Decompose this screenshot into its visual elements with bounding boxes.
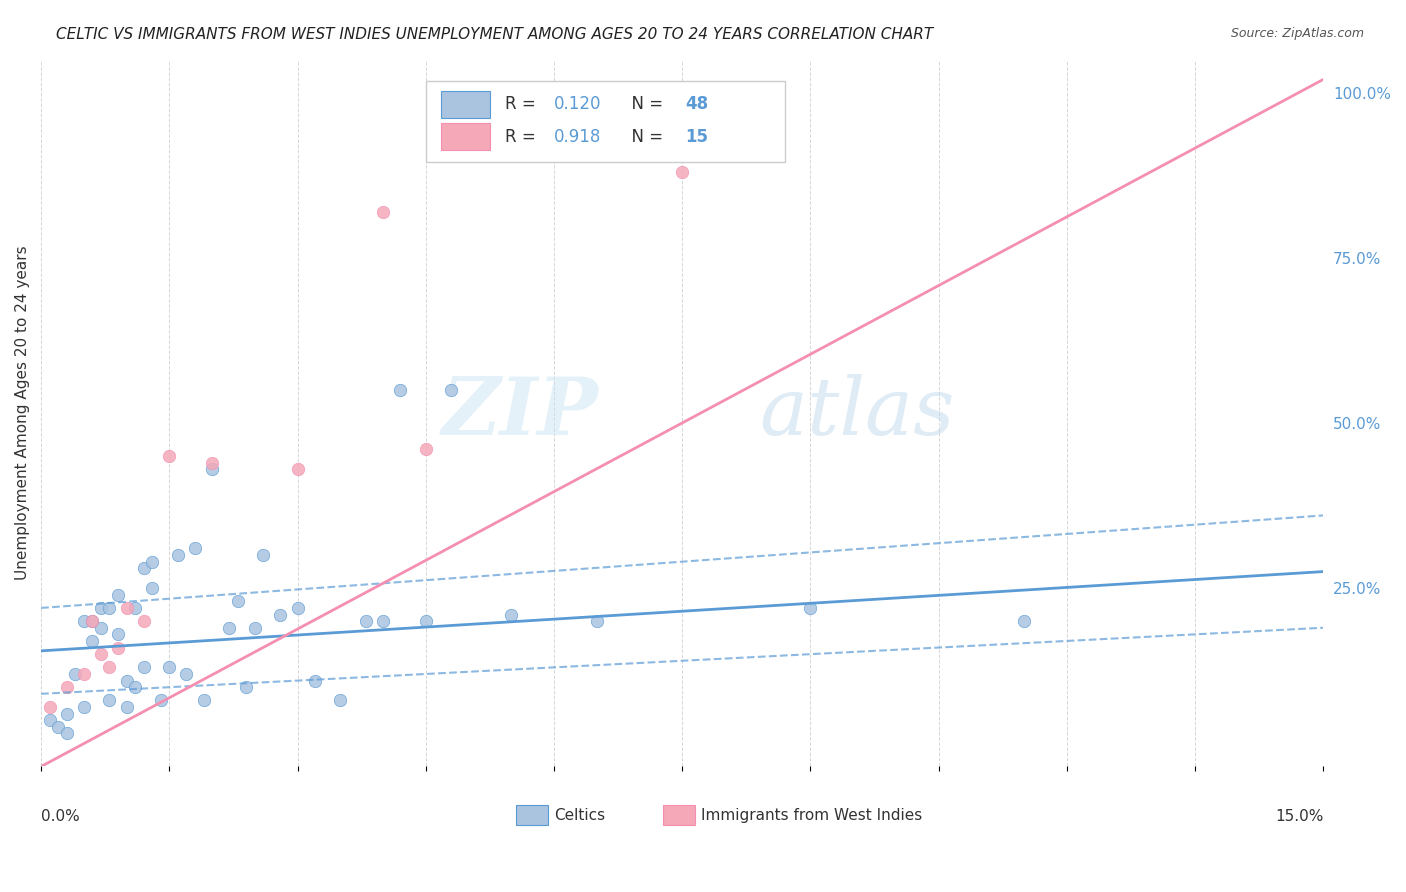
Point bbox=[55, 726, 77, 740]
Text: 15: 15 bbox=[685, 128, 707, 145]
FancyBboxPatch shape bbox=[426, 81, 785, 162]
Point bbox=[65, 667, 87, 681]
Point bbox=[55, 680, 77, 694]
Point bbox=[149, 693, 172, 707]
Point bbox=[415, 442, 437, 457]
Text: atlas: atlas bbox=[759, 375, 955, 451]
Text: 15.0%: 15.0% bbox=[1275, 809, 1323, 824]
Point bbox=[167, 548, 190, 562]
Text: Celtics: Celtics bbox=[554, 808, 605, 822]
Point bbox=[38, 700, 60, 714]
Point bbox=[132, 614, 155, 628]
Point bbox=[201, 456, 224, 470]
Text: 48: 48 bbox=[685, 95, 707, 113]
Point bbox=[115, 700, 138, 714]
Point bbox=[107, 640, 129, 655]
Point bbox=[157, 660, 180, 674]
Point bbox=[157, 449, 180, 463]
Point bbox=[501, 607, 523, 622]
Point bbox=[226, 594, 249, 608]
Point bbox=[98, 693, 121, 707]
Point bbox=[243, 621, 266, 635]
Point bbox=[799, 601, 821, 615]
Point bbox=[82, 614, 104, 628]
Point bbox=[287, 601, 309, 615]
Point bbox=[73, 614, 96, 628]
Text: 0.0%: 0.0% bbox=[41, 809, 80, 824]
Point bbox=[371, 614, 394, 628]
Point bbox=[671, 165, 693, 179]
Point bbox=[115, 673, 138, 688]
Point bbox=[82, 634, 104, 648]
Point bbox=[176, 667, 198, 681]
Text: 0.120: 0.120 bbox=[554, 95, 602, 113]
Point bbox=[415, 614, 437, 628]
Point bbox=[235, 680, 257, 694]
Point bbox=[107, 588, 129, 602]
Point bbox=[585, 614, 607, 628]
Point bbox=[132, 561, 155, 575]
Text: R =: R = bbox=[505, 128, 541, 145]
Point bbox=[38, 713, 60, 727]
FancyBboxPatch shape bbox=[516, 805, 547, 825]
Text: N =: N = bbox=[620, 95, 668, 113]
Text: R =: R = bbox=[505, 95, 541, 113]
Point bbox=[98, 660, 121, 674]
Point bbox=[1012, 614, 1035, 628]
Point bbox=[115, 601, 138, 615]
Point bbox=[371, 204, 394, 219]
FancyBboxPatch shape bbox=[441, 91, 489, 118]
Point bbox=[218, 621, 240, 635]
Point bbox=[107, 627, 129, 641]
Text: N =: N = bbox=[620, 128, 668, 145]
FancyBboxPatch shape bbox=[441, 123, 489, 150]
Point bbox=[329, 693, 352, 707]
FancyBboxPatch shape bbox=[664, 805, 695, 825]
Text: ZIP: ZIP bbox=[441, 375, 599, 451]
Text: 0.918: 0.918 bbox=[554, 128, 602, 145]
Y-axis label: Unemployment Among Ages 20 to 24 years: Unemployment Among Ages 20 to 24 years bbox=[15, 245, 30, 581]
Point bbox=[201, 462, 224, 476]
Text: CELTIC VS IMMIGRANTS FROM WEST INDIES UNEMPLOYMENT AMONG AGES 20 TO 24 YEARS COR: CELTIC VS IMMIGRANTS FROM WEST INDIES UN… bbox=[56, 27, 934, 42]
Point bbox=[82, 614, 104, 628]
Point bbox=[73, 667, 96, 681]
Point bbox=[389, 383, 412, 397]
Point bbox=[304, 673, 326, 688]
Point bbox=[132, 660, 155, 674]
Point bbox=[98, 601, 121, 615]
Point bbox=[55, 706, 77, 721]
Point bbox=[73, 700, 96, 714]
Text: Source: ZipAtlas.com: Source: ZipAtlas.com bbox=[1230, 27, 1364, 40]
Text: Immigrants from West Indies: Immigrants from West Indies bbox=[702, 808, 922, 822]
Point bbox=[193, 693, 215, 707]
Point bbox=[141, 555, 163, 569]
Point bbox=[141, 581, 163, 595]
Point bbox=[124, 680, 146, 694]
Point bbox=[124, 601, 146, 615]
Point bbox=[287, 462, 309, 476]
Point bbox=[269, 607, 291, 622]
Point bbox=[252, 548, 274, 562]
Point bbox=[354, 614, 377, 628]
Point bbox=[440, 383, 463, 397]
Point bbox=[90, 621, 112, 635]
Point bbox=[90, 647, 112, 661]
Point bbox=[90, 601, 112, 615]
Point bbox=[46, 720, 69, 734]
Point bbox=[184, 541, 207, 556]
